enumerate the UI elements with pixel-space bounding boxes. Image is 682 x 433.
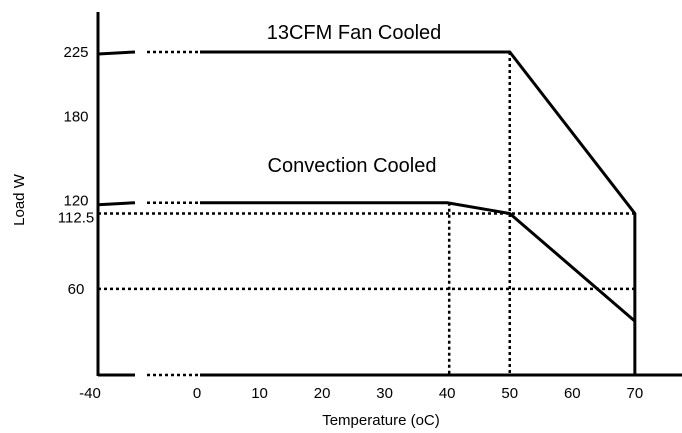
series-0-start [97,50,136,56]
series-label-convection: Convection Cooled [268,155,437,177]
x-tick-label: 70 [627,385,644,402]
x-tick-label: 60 [564,385,581,402]
x-tick-label: 10 [251,385,268,402]
series-1-start [97,201,136,207]
series-1-line [200,201,636,323]
y-tick-label: 180 [63,109,88,126]
x-tick-label: 40 [439,385,456,402]
x-tick-label: 20 [314,385,331,402]
x-tick-label: -40 [79,385,101,402]
y-tick-label: 60 [68,281,85,298]
x-tick-label: 30 [376,385,393,402]
y-tick-label: 120 [63,193,88,210]
x-tick-labels: -40 0 10 20 30 40 50 60 70 [79,385,643,402]
x-axis-label: Temperature (oC) [322,412,440,429]
axes [96,12,682,377]
x-tick-label: 50 [501,385,518,402]
x-tick-label: 0 [193,385,201,402]
y-tick-label: 225 [63,44,88,61]
y-tick-label: 112.5 [58,210,94,227]
y-axis-label: Load W [11,173,28,226]
series-lines [97,50,637,375]
reference-lines [98,52,635,375]
series-0-line [200,50,637,375]
series-label-fan-cooled: 13CFM Fan Cooled [267,22,442,44]
